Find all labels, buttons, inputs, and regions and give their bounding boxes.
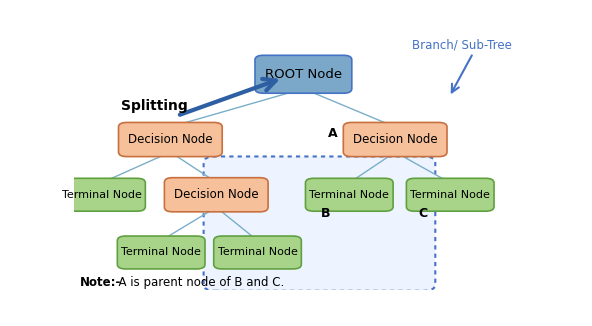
- Text: Decision Node: Decision Node: [174, 188, 259, 201]
- Text: B: B: [321, 207, 330, 220]
- FancyBboxPatch shape: [406, 178, 494, 211]
- Text: Decision Node: Decision Node: [353, 133, 437, 146]
- Text: Terminal Node: Terminal Node: [218, 247, 297, 258]
- Text: A: A: [327, 127, 337, 140]
- Text: C: C: [418, 207, 427, 220]
- FancyBboxPatch shape: [118, 123, 222, 156]
- FancyBboxPatch shape: [117, 236, 205, 269]
- FancyBboxPatch shape: [204, 156, 435, 291]
- Text: Splitting: Splitting: [121, 99, 188, 113]
- FancyBboxPatch shape: [255, 55, 352, 93]
- Text: A is parent node of B and C.: A is parent node of B and C.: [111, 276, 284, 289]
- Text: Branch/ Sub-Tree: Branch/ Sub-Tree: [412, 39, 511, 52]
- FancyBboxPatch shape: [305, 178, 393, 211]
- Text: Decision Node: Decision Node: [128, 133, 213, 146]
- Text: Terminal Node: Terminal Node: [62, 190, 141, 200]
- Text: Terminal Node: Terminal Node: [410, 190, 490, 200]
- FancyBboxPatch shape: [57, 178, 146, 211]
- FancyBboxPatch shape: [165, 178, 268, 212]
- Text: Terminal Node: Terminal Node: [310, 190, 389, 200]
- FancyBboxPatch shape: [214, 236, 301, 269]
- Text: Note:-: Note:-: [79, 276, 121, 289]
- Text: Terminal Node: Terminal Node: [121, 247, 201, 258]
- FancyBboxPatch shape: [343, 123, 447, 156]
- Text: ROOT Node: ROOT Node: [265, 68, 342, 81]
